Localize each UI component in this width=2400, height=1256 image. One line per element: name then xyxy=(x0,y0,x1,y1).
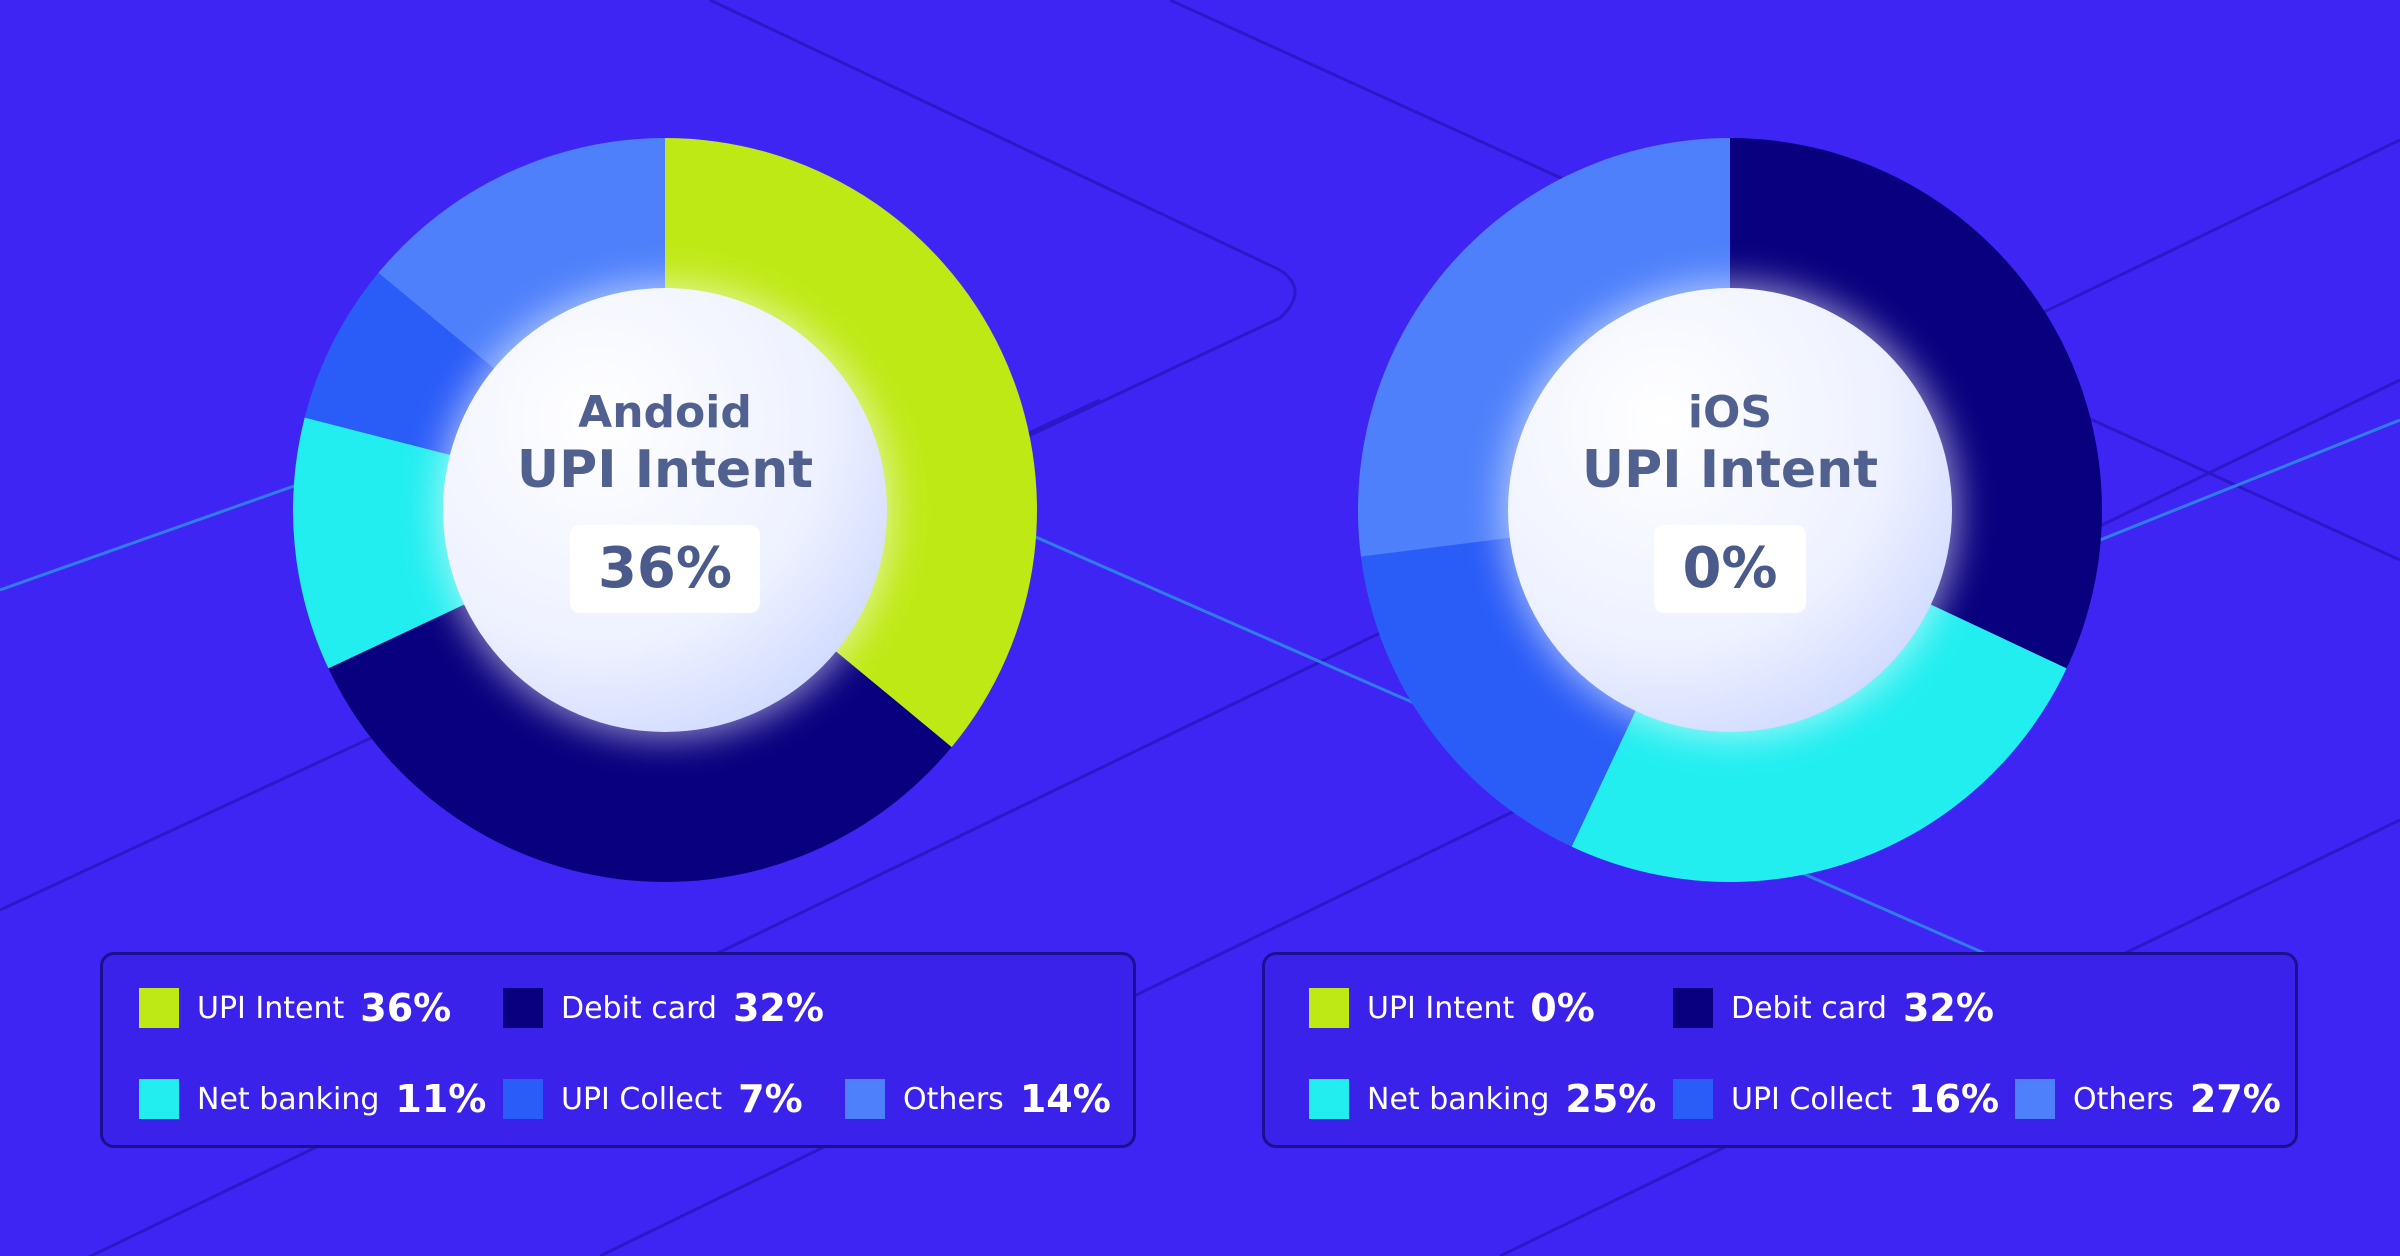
legend-label: Others xyxy=(2073,1081,2174,1117)
android-legend: UPI Intent 36% Debit card 32% Net bankin… xyxy=(100,952,1136,1148)
legend-item-upi-intent: UPI Intent 36% xyxy=(139,986,452,1030)
legend-swatch-upi-intent xyxy=(139,988,179,1028)
legend-label: Net banking xyxy=(197,1081,380,1117)
legend-value: 27% xyxy=(2189,1077,2281,1121)
legend-label: UPI Collect xyxy=(561,1081,723,1117)
legend-item-net-banking: Net banking 25% xyxy=(1309,1077,1657,1121)
legend-value: 7% xyxy=(738,1077,803,1121)
legend-item-upi-intent: UPI Intent 0% xyxy=(1309,986,1595,1030)
slice-others xyxy=(378,138,665,372)
legend-label: Debit card xyxy=(561,990,717,1026)
slice-debit-card xyxy=(1730,138,2102,669)
legend-item-others: Others 27% xyxy=(2015,1077,2281,1121)
slice-upi-collect xyxy=(304,272,498,456)
legend-item-debit-card: Debit card 32% xyxy=(1673,986,1994,1030)
legend-swatch-debit-card xyxy=(1673,988,1713,1028)
donut-center xyxy=(443,288,887,732)
legend-item-others: Others 14% xyxy=(845,1077,1111,1121)
legend-value: 0% xyxy=(1530,986,1595,1030)
legend-item-upi-collect: UPI Collect 7% xyxy=(503,1077,803,1121)
legend-swatch-upi-intent xyxy=(1309,988,1349,1028)
legend-swatch-others xyxy=(2015,1079,2055,1119)
legend-swatch-net-banking xyxy=(1309,1079,1349,1119)
legend-value: 36% xyxy=(360,986,452,1030)
legend-value: 11% xyxy=(395,1077,487,1121)
legend-label: Debit card xyxy=(1731,990,1887,1026)
slice-debit-card xyxy=(328,602,952,882)
slice-others xyxy=(1358,138,1730,557)
legend-item-upi-collect: UPI Collect 16% xyxy=(1673,1077,2000,1121)
android-donut-chart: Andoid UPI Intent 36% xyxy=(285,130,1045,890)
slice-net-banking xyxy=(293,417,468,669)
slice-upi-intent xyxy=(665,138,1037,748)
legend-value: 32% xyxy=(1902,986,1994,1030)
legend-label: UPI Intent xyxy=(197,990,345,1026)
legend-label: UPI Intent xyxy=(1367,990,1515,1026)
legend-label: Net banking xyxy=(1367,1081,1550,1117)
legend-swatch-debit-card xyxy=(503,988,543,1028)
slice-net-banking xyxy=(1571,602,2067,882)
ios-donut-chart: iOS UPI Intent 0% xyxy=(1350,130,2110,890)
legend-value: 16% xyxy=(1908,1077,2000,1121)
legend-label: UPI Collect xyxy=(1731,1081,1893,1117)
legend-value: 14% xyxy=(1019,1077,1111,1121)
android-donut-svg xyxy=(293,138,1037,882)
legend-item-debit-card: Debit card 32% xyxy=(503,986,824,1030)
donut-center xyxy=(1508,288,1952,732)
slice-upi-collect xyxy=(1360,537,1638,847)
legend-value: 25% xyxy=(1565,1077,1657,1121)
legend-swatch-net-banking xyxy=(139,1079,179,1119)
legend-swatch-others xyxy=(845,1079,885,1119)
ios-legend: UPI Intent 0% Debit card 32% Net banking… xyxy=(1262,952,2298,1148)
legend-swatch-upi-collect xyxy=(503,1079,543,1119)
legend-swatch-upi-collect xyxy=(1673,1079,1713,1119)
legend-item-net-banking: Net banking 11% xyxy=(139,1077,487,1121)
ios-donut-svg xyxy=(1358,138,2102,882)
legend-label: Others xyxy=(903,1081,1004,1117)
legend-value: 32% xyxy=(732,986,824,1030)
